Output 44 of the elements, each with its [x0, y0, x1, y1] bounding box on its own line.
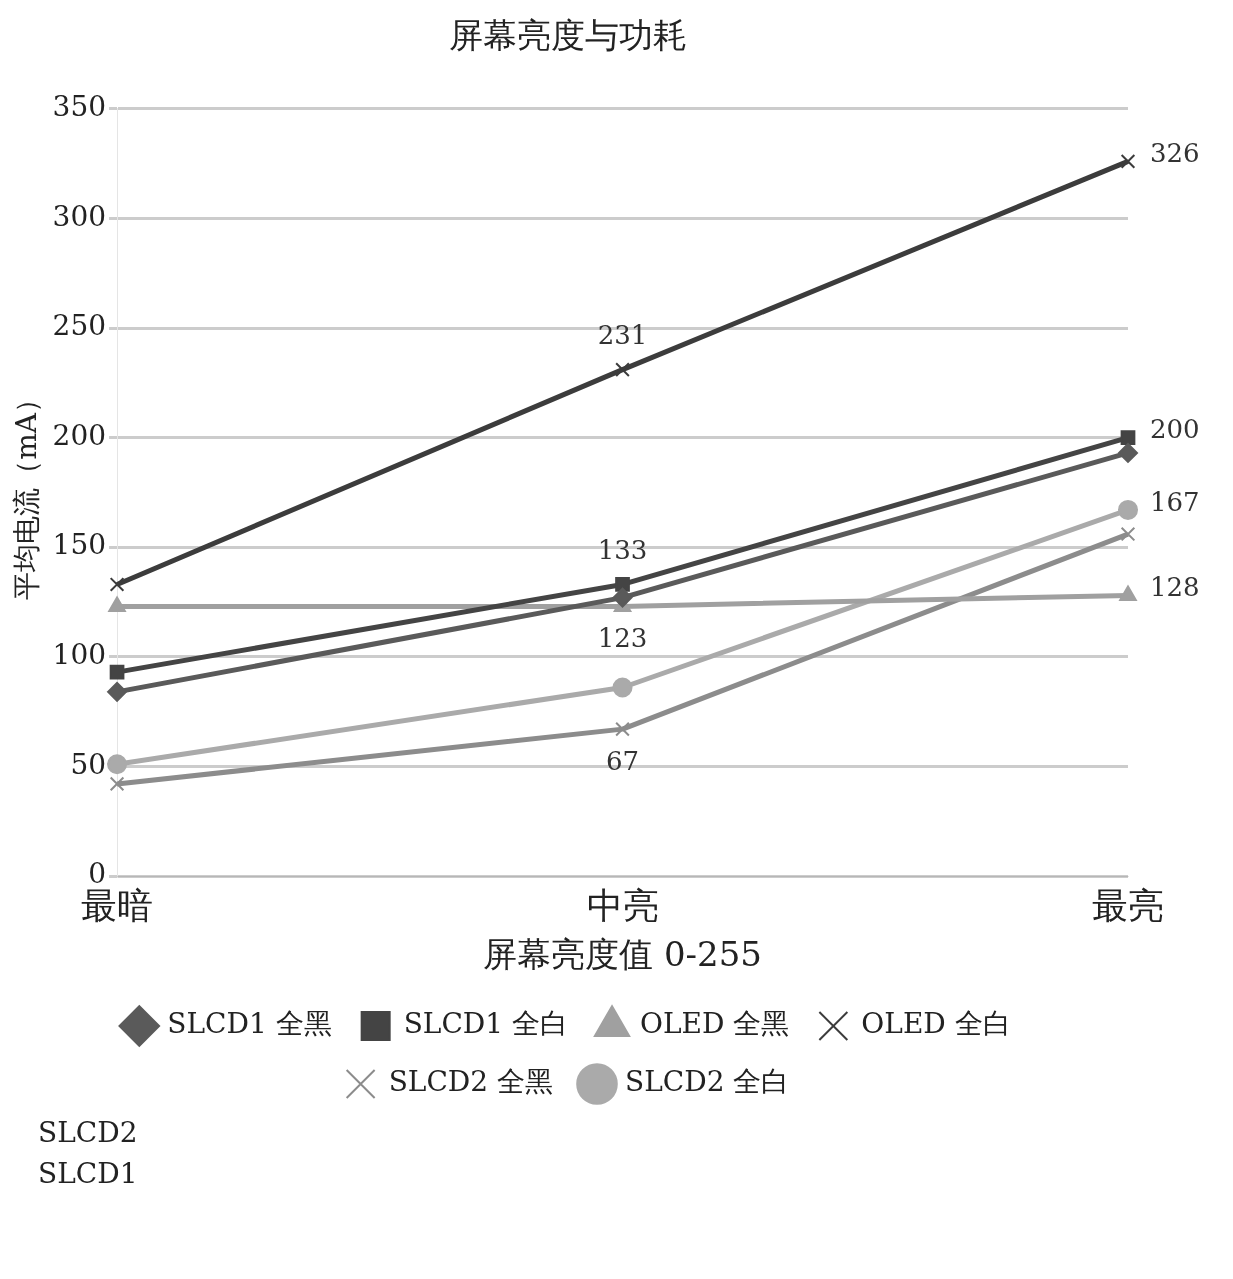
y-tick-label: 150 [52, 528, 107, 562]
point [109, 664, 125, 680]
data-label: 128 [1150, 572, 1200, 603]
point [612, 677, 633, 698]
point [612, 587, 633, 608]
data-label: 326 [1150, 138, 1200, 169]
y-tick-label: 200 [52, 418, 107, 452]
point [1120, 526, 1136, 542]
legend-label: SLCD1 全黑 [167, 1007, 332, 1041]
point [615, 362, 630, 378]
point [109, 776, 125, 792]
legend-label: SLCD1 全白 [403, 1007, 569, 1041]
text: SLCD1 [38, 1157, 139, 1190]
chart-title: 屏幕亮度与功耗 [449, 15, 687, 56]
point [107, 754, 128, 775]
x-axis-title: 屏幕亮度值 0-255 [483, 934, 762, 975]
data-label: 200 [1150, 414, 1200, 445]
data-label: 133 [597, 535, 648, 566]
x-tick-label: 最亮 [1092, 884, 1164, 926]
data-label: 67 [605, 745, 640, 776]
y-axis-title: 平均电流（mA） [10, 385, 44, 600]
point [1120, 430, 1136, 445]
data-label: 231 [597, 320, 648, 351]
y-tick-label: 50 [70, 747, 107, 781]
legend-label: SLCD2 全黑 [388, 1065, 554, 1099]
legend-label: OLED 全黑 [640, 1007, 790, 1041]
point [615, 577, 630, 592]
data-label: 167 [1150, 486, 1200, 517]
legend-label: SLCD2 全白 [625, 1065, 790, 1099]
x-tick-label: 最暗 [81, 884, 154, 926]
y-tick-label: 300 [52, 199, 107, 233]
point [1118, 442, 1138, 463]
point [615, 721, 630, 737]
point [107, 681, 128, 702]
y-tick-label: 250 [52, 309, 107, 343]
data-label: 123 [597, 623, 648, 654]
y-tick-label: 100 [52, 638, 107, 672]
point [1120, 154, 1136, 169]
point [1118, 499, 1138, 520]
point [109, 577, 125, 592]
text: SLCD2 [38, 1116, 139, 1149]
x-tick-label: 中亮 [586, 884, 659, 926]
legend-label: OLED 全白 [861, 1007, 1011, 1041]
y-tick-label: 350 [52, 90, 107, 124]
